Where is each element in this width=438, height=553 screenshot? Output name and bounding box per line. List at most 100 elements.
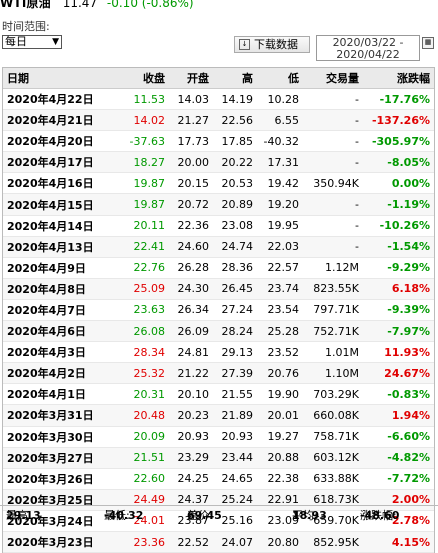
cell-close: 25.32 [111, 362, 169, 385]
period-select[interactable]: 每日 ▼ [2, 35, 62, 49]
cell-close: 11.53 [111, 88, 169, 111]
cell-change-pct: -1.54% [363, 236, 434, 258]
cell-date: 2020年4月21日 [3, 109, 111, 132]
cell-high: 27.24 [213, 299, 257, 322]
cell-volume: 660.08K [303, 404, 363, 427]
cell-open: 26.09 [169, 320, 213, 343]
cell-change-pct: 0.00% [363, 172, 434, 195]
cell-volume: 659.70K [303, 510, 363, 532]
cell-high: 28.24 [213, 320, 257, 343]
cell-low: 17.31 [257, 151, 303, 174]
cell-low: 22.03 [257, 236, 303, 258]
cell-change-pct: -305.97% [363, 130, 434, 153]
cell-high: 28.36 [213, 257, 257, 279]
cell-open: 22.36 [169, 215, 213, 237]
cell-date: 2020年3月31日 [3, 404, 111, 427]
cell-open: 24.25 [169, 468, 213, 490]
cell-change-pct: 6.18% [363, 278, 434, 300]
cell-close: 23.63 [111, 299, 169, 322]
cell-volume: 633.88K [303, 468, 363, 490]
cell-open: 14.03 [169, 88, 213, 111]
cell-close: 26.08 [111, 320, 169, 343]
col-header-low[interactable]: 低 [257, 68, 303, 89]
cell-volume: - [303, 130, 363, 153]
period-select-value: 每日 [5, 35, 27, 48]
summary-avg-label: 平均: [292, 509, 318, 522]
cell-high: 20.22 [213, 151, 257, 174]
cell-open: 20.00 [169, 151, 213, 174]
cell-volume: 758.71K [303, 426, 363, 448]
cell-low: 10.28 [257, 88, 303, 111]
cell-change-pct: -0.83% [363, 383, 434, 406]
cell-volume: - [303, 109, 363, 132]
cell-change-pct: 1.94% [363, 404, 434, 427]
download-data-button[interactable]: ↓ 下载数据 [234, 36, 310, 53]
cell-close: 19.87 [111, 193, 169, 216]
table-row: 2020年4月15日 19.87 20.72 20.89 19.20- -1.19% [3, 193, 434, 216]
summary-high-value: 29.13 [6, 509, 41, 522]
cell-date: 2020年4月22日 [3, 88, 111, 111]
col-header-open[interactable]: 开盘 [169, 68, 213, 89]
col-header-change-pct[interactable]: 涨跌幅 [363, 68, 434, 89]
col-header-close[interactable]: 收盘 [111, 68, 169, 89]
cell-close: 22.60 [111, 468, 169, 490]
cell-high: 20.93 [213, 426, 257, 448]
cell-open: 20.72 [169, 193, 213, 216]
cell-open: 17.73 [169, 130, 213, 153]
col-header-date[interactable]: 日期 [3, 68, 111, 89]
calendar-icon[interactable]: ▦ [422, 37, 434, 49]
cell-date: 2020年4月17日 [3, 151, 111, 174]
cell-change-pct: -9.39% [363, 299, 434, 322]
cell-high: 24.07 [213, 531, 257, 553]
cell-open: 20.10 [169, 383, 213, 406]
table-row: 2020年3月24日 24.01 23.87 25.16 23.09 659.70K 2.7… [3, 510, 434, 532]
cell-low: -40.32 [257, 130, 303, 153]
cell-close: 20.48 [111, 404, 169, 427]
cell-open: 22.52 [169, 531, 213, 553]
cell-date: 2020年4月20日 [3, 130, 111, 153]
table-row: 2020年4月14日 20.11 22.36 23.08 19.95- -10.26% [3, 215, 434, 237]
table-row: 2020年4月13日 22.41 24.60 24.74 22.03- -1.54% [3, 236, 434, 258]
cell-change-pct: 24.67% [363, 362, 434, 385]
cell-high: 23.44 [213, 447, 257, 469]
table-row: 2020年4月20日 -37.63 17.73 17.85 -40.32- -305.97… [3, 130, 434, 153]
cell-volume: - [303, 151, 363, 174]
cell-change-pct: -17.76% [363, 88, 434, 111]
col-header-high[interactable]: 高 [213, 68, 257, 89]
table-row: 2020年4月17日 18.27 20.00 20.22 17.31- -8.05% [3, 151, 434, 174]
cell-volume: - [303, 236, 363, 258]
cell-high: 23.08 [213, 215, 257, 237]
cell-open: 24.30 [169, 278, 213, 300]
cell-low: 6.55 [257, 109, 303, 132]
time-range-label: 时间范围: [2, 20, 50, 33]
cell-close: 20.31 [111, 383, 169, 406]
cell-high: 27.39 [213, 362, 257, 385]
cell-low: 23.74 [257, 278, 303, 300]
table-row: 2020年3月26日 22.60 24.25 24.65 22.38 633.88K -7.… [3, 468, 434, 490]
cell-volume: 1.01M [303, 341, 363, 364]
cell-volume: 797.71K [303, 299, 363, 322]
last-price: 11.47 [62, 0, 98, 10]
table-row: 2020年3月27日 21.51 23.29 23.44 20.88 603.12K -4.… [3, 447, 434, 469]
table-row: 2020年4月2日 25.32 21.22 27.39 20.76 1.10M 24.67% [3, 362, 434, 385]
cell-change-pct: -10.26% [363, 215, 434, 237]
table-row: 2020年4月1日 20.31 20.10 21.55 19.90 703.29K -0.8… [3, 383, 434, 406]
table-row: 2020年4月22日 11.53 14.03 14.19 10.28- -17.76% [3, 88, 434, 111]
table-header-row: 日期 收盘 开盘 高 低 交易量 涨跌幅 [3, 68, 434, 89]
cell-date: 2020年4月6日 [3, 320, 111, 343]
table-row: 2020年4月16日 19.87 20.15 20.53 19.42 350.94K 0.0… [3, 172, 434, 195]
cell-close: 20.11 [111, 215, 169, 237]
table-row: 2020年4月3日 28.34 24.81 29.13 23.52 1.01M 11.93% [3, 341, 434, 364]
cell-high: 29.13 [213, 341, 257, 364]
col-header-volume[interactable]: 交易量 [303, 68, 363, 89]
price-change: -0.10 (-0.86%) [106, 0, 194, 10]
summary-diff-value: 69.45 [187, 509, 222, 522]
cell-low: 23.52 [257, 341, 303, 364]
cell-high: 17.85 [213, 130, 257, 153]
cell-volume: 852.95K [303, 531, 363, 553]
cell-high: 20.53 [213, 172, 257, 195]
cell-open: 20.15 [169, 172, 213, 195]
cell-low: 22.57 [257, 257, 303, 279]
cell-open: 21.22 [169, 362, 213, 385]
date-range-input[interactable]: 2020/03/22 - 2020/04/22 [316, 35, 420, 61]
